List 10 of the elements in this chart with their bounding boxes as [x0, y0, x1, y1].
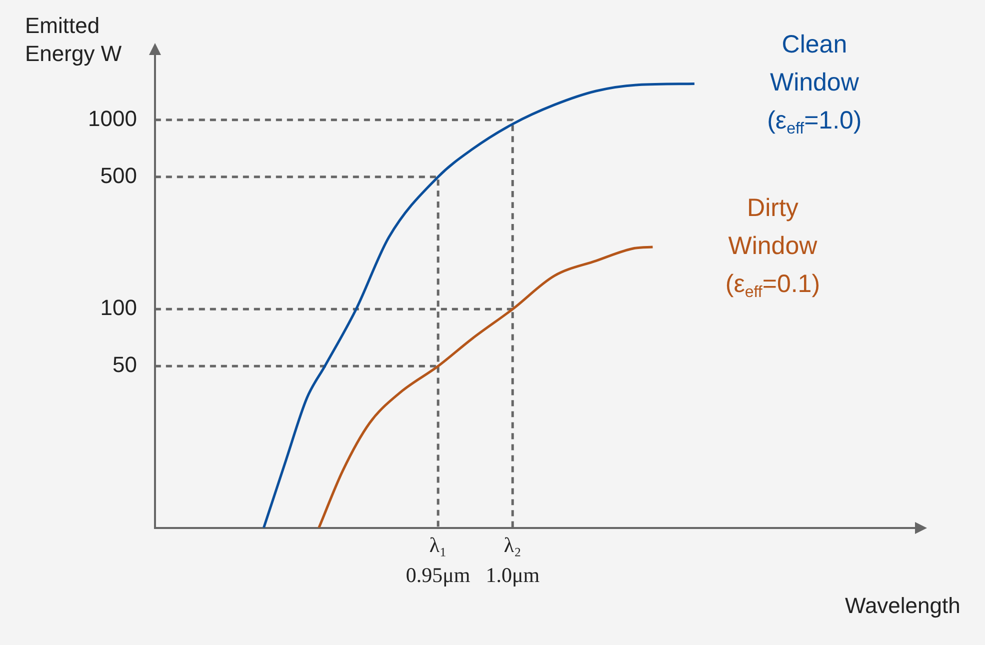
text: λ₁ — [429, 532, 447, 557]
y-tick-label: 100 — [100, 295, 137, 320]
y-tick-label: 1000 — [88, 106, 137, 131]
y-tick-label: 50 — [112, 352, 137, 378]
x-tick-label: 1.0μm — [486, 562, 540, 587]
x-tick-label: 0.95μm — [406, 562, 470, 587]
y-axis-title: Emitted Energy W — [25, 12, 123, 68]
text: λ₂ — [504, 532, 522, 557]
x-axis-title: Wavelength — [845, 592, 960, 620]
y-tick-label: 500 — [100, 162, 137, 188]
